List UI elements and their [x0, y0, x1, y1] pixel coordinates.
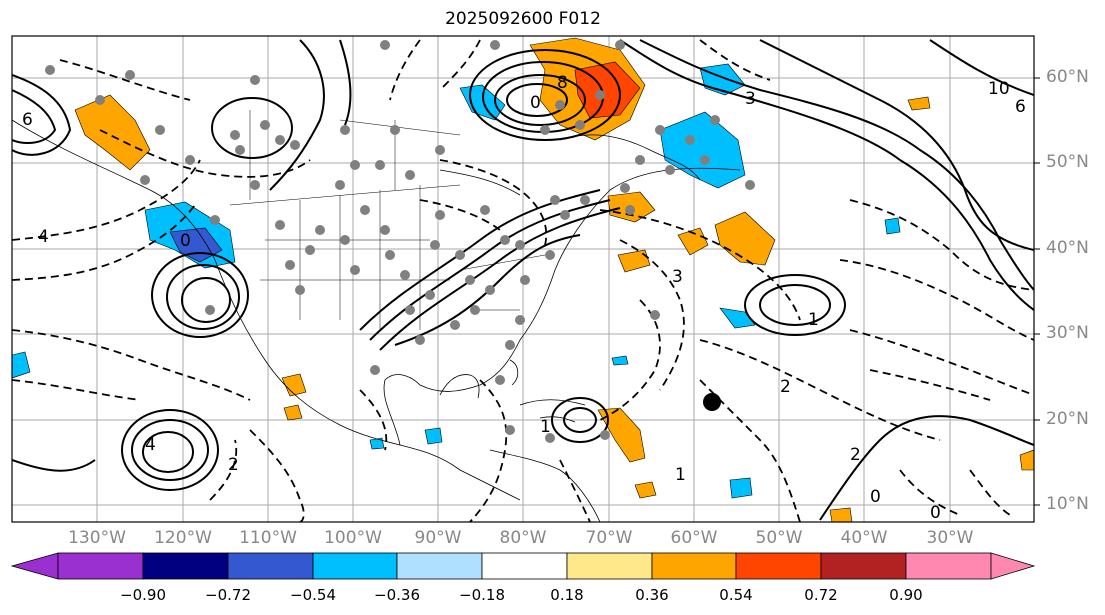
map-title: 2025092600 F012 [445, 9, 601, 29]
contour-label: 1 [540, 417, 551, 437]
lon-label: 120°W [154, 528, 212, 548]
lon-label: 130°W [68, 528, 126, 548]
contour-label: 1 [808, 310, 819, 330]
lat-ticks [1034, 77, 1040, 506]
contour-label: 3 [672, 267, 683, 287]
contour-label: 2 [228, 455, 239, 475]
lat-label: 10°N [1046, 494, 1089, 514]
storm-center-marker [703, 393, 721, 411]
contour-label: 0 [870, 487, 881, 507]
colorbar-tick-label: −0.72 [205, 586, 251, 604]
lon-label: 90°W [414, 528, 462, 548]
colorbar-tick-label: 0.36 [635, 586, 669, 604]
lat-label: 50°N [1046, 152, 1089, 172]
dashed-contours [12, 39, 1034, 522]
colorbar-tick-label: −0.36 [374, 586, 420, 604]
colorbar-tick-label: 0.54 [719, 586, 753, 604]
lat-label: 20°N [1046, 409, 1089, 429]
contour-label: 2 [780, 377, 791, 397]
solid-contours [12, 39, 1034, 521]
lat-label: 40°N [1046, 238, 1089, 258]
lon-label: 70°W [585, 528, 633, 548]
map-area: 8 0 3 10 6 4 0 4 1 3 2 0 1 2 1 0 6 2 [12, 36, 1034, 523]
colorbar [10, 552, 1036, 580]
lon-label: 80°W [499, 528, 547, 548]
colorbar-tick-label: −0.54 [290, 586, 336, 604]
contour-label: 0 [930, 503, 941, 523]
lon-label: 30°W [926, 528, 974, 548]
colorbar-tick-label: −0.90 [120, 586, 166, 604]
lon-label: 110°W [239, 528, 297, 548]
map-frame [11, 35, 1035, 523]
lon-label: 100°W [324, 528, 382, 548]
contour-label: 10 [988, 79, 1010, 99]
lon-label: 50°W [755, 528, 803, 548]
lat-label: 60°N [1046, 67, 1089, 87]
contour-label: 0 [530, 93, 541, 113]
contour-label: 6 [22, 110, 33, 130]
contour-label: 4 [38, 227, 49, 247]
colorbar-extend-low [10, 552, 59, 580]
lon-label: 40°W [840, 528, 888, 548]
colorbar-tick-label: 0.90 [889, 586, 923, 604]
contour-label: 0 [180, 231, 191, 251]
lon-label: 60°W [670, 528, 718, 548]
contour-label: 1 [675, 465, 686, 485]
contour-label: 8 [557, 73, 568, 93]
colorbar-tick-label: 0.18 [550, 586, 584, 604]
station-markers [45, 40, 755, 443]
contour-label: 4 [145, 435, 156, 455]
colorbar-extend-high [990, 552, 1036, 580]
contour-label: 6 [1015, 97, 1026, 117]
lat-label: 30°N [1046, 323, 1089, 343]
contour-label: 2 [850, 445, 861, 465]
colorbar-tick-label: −0.18 [459, 586, 505, 604]
contour-label: 3 [745, 89, 756, 109]
contour-labels: 8 0 3 10 6 4 0 4 1 3 2 0 1 2 1 0 6 2 [22, 73, 1026, 523]
colorbar-tick-label: 0.72 [804, 586, 838, 604]
coastlines [12, 119, 741, 522]
